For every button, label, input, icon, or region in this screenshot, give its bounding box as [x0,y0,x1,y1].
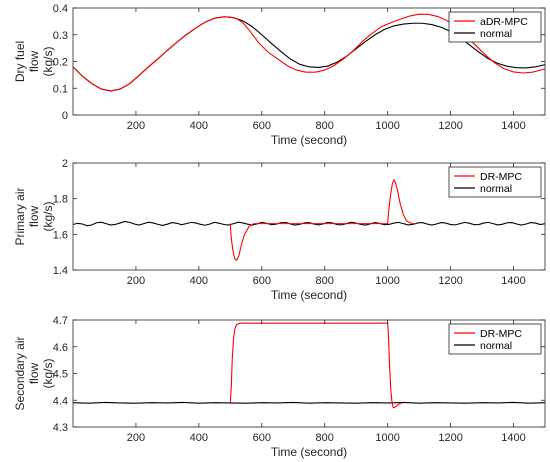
x-tick-label: 600 [253,432,271,444]
x-tick-label: 600 [253,275,271,287]
x-tick-label: 200 [127,275,145,287]
y-axis-label-line: flow [27,362,41,384]
legend-label: normal [480,28,512,40]
chart-panel-2: 200 400 600 800 1000 1200 1400 1.4 1.6 1.8 2 Time (… [13,158,546,302]
y-axis-label-line: Primary air [13,187,27,245]
y-tick-label: 0.4 [53,3,68,15]
legend-label: DR-MPC [480,328,522,340]
x-tick-label: 1400 [501,432,525,444]
legend-label: aDR-MPC [480,16,528,28]
x-tick-label: 400 [190,432,208,444]
chart-panel-1: 200 400 600 800 1000 1200 1400 0 0.1 0.2 0.3 0.4 Tim… [13,3,546,147]
x-tick-label: 1400 [501,275,525,287]
series-line-dr-mpc [229,322,403,409]
y-axis-label-line: flow [27,50,41,72]
axes-box [72,162,546,271]
y-tick-label: 0.1 [53,83,68,95]
y-tick-label: 1.6 [53,229,68,241]
y-axis-label-line: (kg/s) [41,358,55,388]
series-line-dr-mpc [229,178,417,261]
x-tick-label: 400 [190,120,208,132]
x-tick-label: 400 [190,275,208,287]
y-tick-label: 1.4 [53,265,68,277]
x-tick-label: 1000 [375,275,399,287]
y-axis-label-line: flow [27,205,41,227]
x-tick-label: 1200 [438,275,462,287]
legend-label: normal [480,183,512,195]
legend-box [448,166,542,198]
x-tick-label: 1000 [375,432,399,444]
x-tick-label: 600 [253,120,271,132]
y-axis-label-line: Dry fuel [13,41,27,82]
y-tick-label: 4.6 [53,342,68,354]
legend-label: normal [480,340,512,352]
y-axis-label-line: (kg/s) [41,201,55,231]
y-tick-label: 0 [62,110,68,122]
y-tick-label: 0.2 [53,57,68,69]
y-axis-label: Dry fuelflow(kg/s) [13,41,55,82]
y-axis-label: Primary airflow(kg/s) [13,187,55,245]
x-tick-label: 1200 [438,120,462,132]
x-tick-label: 800 [316,275,334,287]
y-tick-label: 4.5 [53,369,68,381]
y-tick-label: 4.3 [53,422,68,434]
x-tick-label: 800 [316,120,334,132]
y-axis-label-line: (kg/s) [41,46,55,76]
series-line-normal [73,220,545,227]
legend-box [448,323,542,355]
x-tick-label: 200 [127,120,145,132]
x-tick-label: 1200 [438,432,462,444]
y-axis-label: Secondary airflow(kg/s) [13,336,55,410]
x-axis-label: Time (second) [271,133,347,147]
x-axis-label: Time (second) [271,445,347,459]
x-tick-label: 1000 [375,120,399,132]
series-line-normal [73,401,545,404]
chart-panel-3: 200 400 600 800 1000 1200 1400 4.3 4.4 4.5 4.6 4.7 T… [13,315,546,459]
x-axis-label: Time (second) [271,288,347,302]
x-tick-label: 800 [316,432,334,444]
x-tick-label: 1400 [501,120,525,132]
legend-box [448,11,542,43]
y-axis-label-line: Secondary air [13,336,27,410]
y-tick-label: 0.3 [53,30,68,42]
legend-label: DR-MPC [480,171,522,183]
y-tick-label: 1.8 [53,194,68,206]
y-tick-label: 2 [62,158,68,170]
y-tick-label: 4.4 [53,395,68,407]
y-tick-label: 4.7 [53,315,68,327]
x-tick-label: 200 [127,432,145,444]
